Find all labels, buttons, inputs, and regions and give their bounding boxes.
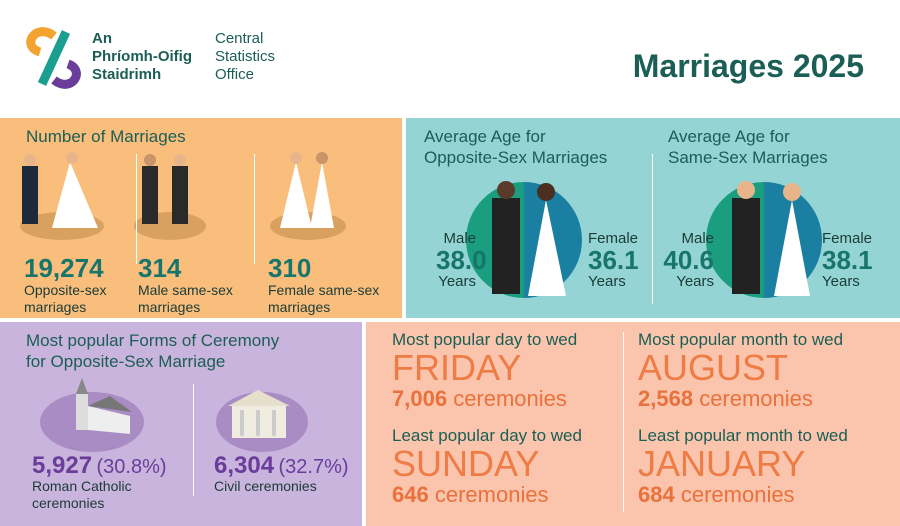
count: 5,927 [32,452,93,479]
label-line: marriages [138,299,201,315]
unit: ceremonies [680,482,795,507]
label-line: Roman Catholic [32,478,132,494]
block-name: FRIDAY [392,347,522,388]
percent: (32.7%) [278,456,349,478]
logo-line: Central [215,30,264,47]
page-title: Marriages 2025 [632,48,864,84]
title-line: for Opposite-Sex Marriage [26,352,226,371]
count-label: Opposite-sex marriages [24,282,106,316]
logo-mark [26,27,81,89]
panel-title: Most popular Forms of Ceremony for Opposi… [26,330,279,372]
age-panel: Average Age for Opposite-Sex Marriages Ma… [406,118,900,318]
block-title: Least popular day to wed [392,426,582,445]
block-name: AUGUST [638,347,789,388]
logo-line: Phríomh-Oifig [92,48,192,65]
logo-line: Staidrimh [92,66,162,83]
block-count: 646 ceremonies [392,482,582,508]
title-line: Same-Sex Marriages [668,148,828,167]
ceremony-panel: Most popular Forms of Ceremony for Opposi… [0,322,362,526]
marriages-panel: Number of Marriages 19,274 Opposite-sex m… [0,118,402,318]
unit: ceremonies [434,482,549,507]
logo-line: Statistics [215,48,276,65]
popular-block: Most popular month to wed AUGUST 2,568 cer… [638,330,843,412]
popular-panel: Most popular day to wed FRIDAY 7,006 cerem… [366,322,900,526]
block-count: 7,006 ceremonies [392,386,577,412]
unit: ceremonies [453,386,567,411]
female-age: Female 36.1 Years [588,230,639,290]
age-illustration [466,181,822,298]
logo-line: Office [215,66,254,83]
panel-title: Average Age for Same-Sex Marriages [668,126,828,168]
age-unit: Years [588,273,626,290]
title-line: Average Age for [424,127,546,146]
popular-block: Most popular day to wed FRIDAY 7,006 cerem… [392,330,577,412]
count: 7,006 [392,386,448,411]
count: 314 [138,253,182,283]
label-line: Male same-sex [138,282,233,298]
divider [193,384,194,496]
age-value: 38.1 [822,245,873,275]
count: 310 [268,253,312,283]
title-line: Opposite-Sex Marriages [424,148,608,167]
age-value: 38.0 [436,245,487,275]
label-line: Opposite-sex [24,282,107,298]
age-value: 36.1 [588,245,639,275]
divider [136,154,137,264]
age-unit: Years [822,273,860,290]
panel-title: Number of Marriages [26,127,186,146]
age-label: Female [822,230,873,247]
divider [623,332,624,512]
female-age: Female 38.1 Years [822,230,873,290]
logo-irish: An Phríomh-Oifig Staidrimh [92,30,192,84]
male-age: Male 38.0 Years [436,230,487,290]
count: 646 [392,482,429,507]
percent: (30.8%) [96,456,167,478]
couples-illustration [20,152,346,240]
male-age: Male 40.6 Years [662,230,714,290]
count-label: Female same-sex marriages [268,282,379,316]
block-title: Most popular day to wed [392,330,578,349]
popular-block: Least popular month to wed JANUARY 684 cer… [638,426,848,508]
block-count: 684 ceremonies [638,482,848,508]
unit: ceremonies [699,386,813,411]
count: 2,568 [638,386,694,411]
title-line: Most popular Forms of Ceremony [26,331,280,350]
divider [254,154,255,264]
age-unit: Years [676,273,714,290]
divider [652,154,653,304]
label-line: marriages [268,299,331,315]
block-title: Least popular month to wed [638,426,848,445]
ceremony-label: Civil ceremonies [214,478,317,495]
panel-title: Average Age for Opposite-Sex Marriages [424,126,607,168]
age-unit: Years [438,273,476,290]
count: 19,274 [24,253,104,283]
block-name: JANUARY [638,443,806,484]
popular-block: Least popular day to wed SUNDAY 646 ceremo… [392,426,582,508]
buildings-illustration [40,378,308,452]
ceremony-label: Roman Catholic ceremonies [32,478,132,512]
age-value: 40.6 [663,245,714,275]
age-label: Male [681,230,714,247]
age-label: Male [443,230,476,247]
ceremony-count: 6,304 (32.7%) [214,452,349,480]
label-line: ceremonies [32,495,105,511]
logo-line: An [92,30,112,47]
label-line: Civil ceremonies [214,478,317,494]
block-count: 2,568 ceremonies [638,386,843,412]
title-line: Average Age for [668,127,790,146]
logo-english: Central Statistics Office [215,30,275,84]
count-label: Male same-sex marriages [138,282,233,316]
count: 684 [638,482,675,507]
label-line: Female same-sex [268,282,380,298]
age-label: Female [588,230,639,247]
ceremony-count: 5,927 (30.8%) [32,452,167,480]
label-line: marriages [24,299,87,315]
block-name: SUNDAY [392,443,540,484]
count: 6,304 [214,452,275,479]
block-title: Most popular month to wed [638,330,844,349]
